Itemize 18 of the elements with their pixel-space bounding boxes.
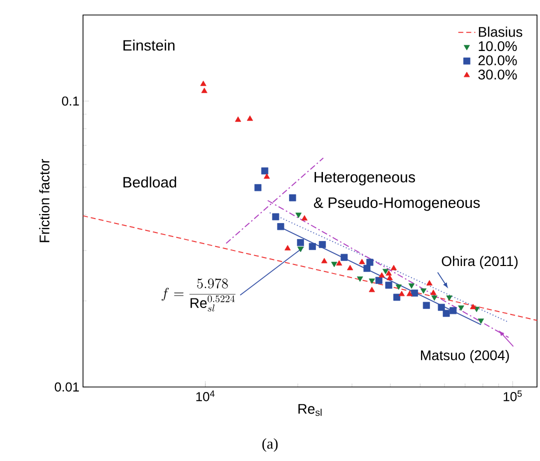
y-axis-title: Friction factor	[39, 159, 50, 242]
x-axis-title: Re$_{sl}$	[298, 404, 322, 416]
legend-label: Blasius	[478, 26, 522, 37]
text: (a)	[262, 438, 278, 452]
legend-label: 30.0%	[478, 70, 517, 80]
annotation: Heterogeneous	[314, 172, 416, 186]
y-tick-label: 0.1	[62, 96, 79, 106]
annotation: Bedload	[123, 176, 176, 188]
legend-label: 10.0%	[478, 41, 517, 52]
annotation: Einstein	[123, 40, 174, 51]
legend-label: 20.0%	[478, 55, 517, 66]
annotation: & Pseudo-Homogeneous	[314, 197, 480, 211]
y-tick-label: 0.01	[54, 382, 79, 392]
annotation: Matsuo (2004)	[421, 350, 509, 363]
x-tick-label: 10$^{5}$	[504, 390, 522, 402]
x-tick-label: 10$^{4}$	[196, 390, 215, 402]
annotation: $f=\frac{5.978}{\mathrm{Re}_{sl}^{0.5224}}$	[162, 278, 236, 312]
annotation: Ohira (2011)	[442, 256, 518, 269]
